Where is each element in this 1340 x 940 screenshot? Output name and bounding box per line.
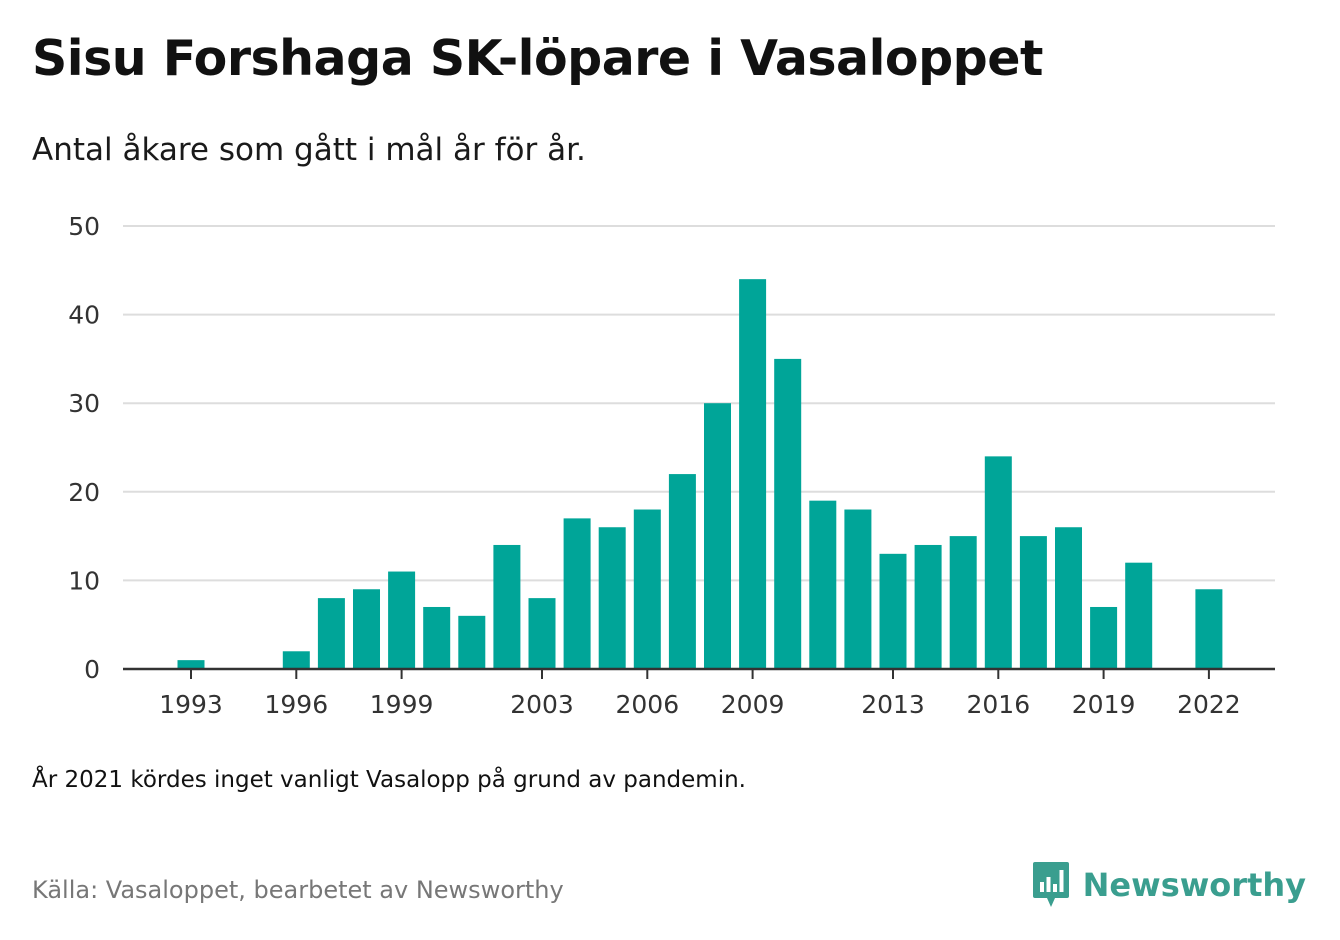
- bar-2015[interactable]: [949, 536, 977, 669]
- x-tick-label-2019: 2019: [1072, 690, 1136, 719]
- bar-2007[interactable]: [668, 474, 696, 669]
- bar-2012[interactable]: [844, 509, 872, 669]
- newsworthy-logo-text: Newsworthy: [1082, 866, 1306, 904]
- y-tick-label-20: 20: [68, 478, 100, 507]
- y-tick-label-40: 40: [68, 301, 100, 330]
- bar-2019[interactable]: [1090, 606, 1118, 669]
- x-tick-label-2003: 2003: [510, 690, 574, 719]
- chart-subtitle: Antal åkare som gått i mål år för år.: [32, 132, 586, 168]
- x-tick-label-2006: 2006: [615, 690, 679, 719]
- newsworthy-logo-icon: [1032, 862, 1069, 907]
- x-tick-label-2009: 2009: [721, 690, 785, 719]
- bars: [177, 279, 1223, 669]
- x-tick-label-2022: 2022: [1177, 690, 1241, 719]
- y-tick-label-30: 30: [68, 389, 100, 418]
- bar-1993[interactable]: [177, 660, 205, 669]
- bar-2017[interactable]: [1019, 536, 1047, 669]
- bar-1997[interactable]: [317, 598, 345, 669]
- source-credit: Källa: Vasaloppet, bearbetet av Newswort…: [32, 876, 564, 904]
- bar-chart: 0 10 20 30 40 50 1993 1996 1999 2003 2006 2009 2013…: [68, 212, 1275, 719]
- bar-2008[interactable]: [704, 403, 731, 669]
- bar-2001[interactable]: [458, 615, 486, 669]
- y-tick-label-10: 10: [68, 566, 100, 595]
- bar-2014[interactable]: [914, 544, 942, 669]
- bar-1998[interactable]: [353, 589, 380, 669]
- y-tick-label-50: 50: [68, 212, 100, 241]
- bar-2002[interactable]: [493, 544, 521, 669]
- x-tick-label-1999: 1999: [370, 690, 434, 719]
- bar-2016[interactable]: [984, 456, 1012, 669]
- bar-2009[interactable]: [739, 279, 767, 669]
- x-tick-label-1993: 1993: [159, 690, 223, 719]
- bar-2006[interactable]: [633, 509, 661, 669]
- gridlines: [123, 225, 1275, 582]
- x-axis-ticks: 1993 1996 1999 2003 2006 2009 2013 2016 2019 2022: [159, 669, 1241, 719]
- bar-2003[interactable]: [528, 598, 556, 669]
- x-tick-label-1996: 1996: [264, 690, 328, 719]
- bar-2011[interactable]: [809, 500, 837, 669]
- bar-2004[interactable]: [563, 518, 591, 669]
- bar-2010[interactable]: [774, 358, 802, 669]
- y-axis-ticks: 0 10 20 30 40 50: [68, 212, 100, 684]
- bar-1996[interactable]: [282, 651, 310, 669]
- bar-2000[interactable]: [423, 606, 451, 669]
- x-tick-label-2016: 2016: [966, 690, 1030, 719]
- newsworthy-logo[interactable]: Newsworthy: [1031, 860, 1306, 910]
- chart-title: Sisu Forshaga SK-löpare i Vasaloppet: [32, 30, 1043, 87]
- footnote: År 2021 kördes inget vanligt Vasalopp på…: [32, 767, 746, 793]
- y-tick-label-0: 0: [84, 655, 100, 684]
- bar-2013[interactable]: [879, 553, 907, 669]
- bar-2005[interactable]: [598, 527, 626, 669]
- x-tick-label-2013: 2013: [861, 690, 925, 719]
- bar-1999[interactable]: [388, 571, 416, 669]
- bar-2022[interactable]: [1195, 589, 1223, 669]
- bar-2020[interactable]: [1125, 562, 1153, 669]
- bar-2018[interactable]: [1055, 527, 1082, 669]
